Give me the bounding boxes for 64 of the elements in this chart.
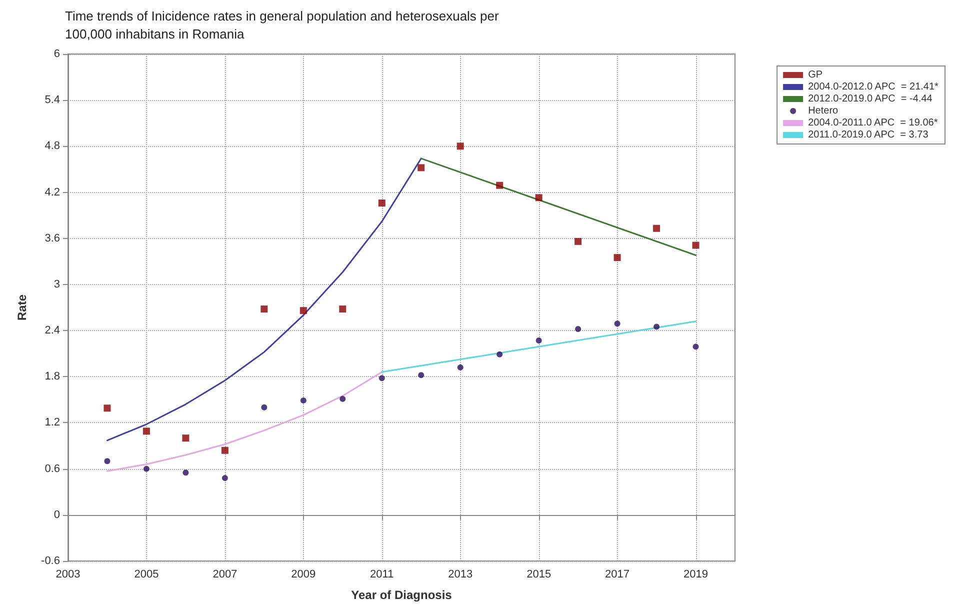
legend-label: 2012.0-2019.0 APC = -4.44 — [808, 94, 933, 104]
y-tick-label: 1.2 — [44, 416, 60, 429]
point — [418, 372, 424, 378]
point — [378, 375, 385, 382]
legend-label: GP — [808, 70, 823, 80]
point — [575, 326, 582, 332]
x-tick-label: 2015 — [526, 568, 552, 580]
x-tick-label: 2007 — [212, 568, 238, 580]
point — [654, 324, 660, 330]
point — [457, 364, 464, 370]
y-tick-label: 1.8 — [44, 370, 60, 383]
point — [418, 164, 425, 172]
y-tick-label: 3 — [54, 278, 60, 290]
y-tick-label: 0.6 — [44, 462, 60, 475]
point — [692, 344, 699, 350]
x-tick-label: 2013 — [448, 568, 473, 580]
point — [653, 224, 660, 232]
legend-label: 2011.0-2019.0 APC = 3.73 — [808, 130, 929, 140]
legend-label: 2004.0-2012.0 APC = 21.41* — [808, 82, 939, 92]
y-tick-label: 4.8 — [44, 140, 60, 152]
x-tick-label: 2011 — [370, 568, 394, 580]
point — [142, 428, 150, 435]
point — [496, 182, 504, 189]
chart-title: Time trends of Inicidence rates in general population and heterosexuals per 100,000 inhabitans in Romania — [65, 8, 502, 42]
y-tick-label: 5.4 — [44, 94, 60, 106]
point — [339, 306, 346, 313]
y-tick-label: 2.4 — [44, 324, 60, 337]
x-axis-title: Year of Diagnosis — [351, 588, 452, 602]
point — [221, 446, 228, 454]
point — [300, 307, 307, 314]
x-tick-label: 2003 — [56, 568, 80, 580]
y-tick-label: 4.2 — [44, 186, 60, 198]
point — [143, 466, 150, 472]
x-tick-label: 2009 — [291, 568, 316, 580]
point — [536, 338, 542, 344]
point — [456, 142, 464, 150]
legend-label: 2004.0-2011.0 APC = 19.06* — [808, 118, 938, 128]
point — [692, 242, 700, 249]
point — [535, 194, 542, 202]
y-tick-label: -0.6 — [41, 555, 60, 567]
y-axis-title: Rate — [15, 294, 29, 321]
point — [300, 397, 306, 404]
point — [261, 404, 268, 410]
point — [182, 470, 189, 476]
point — [614, 254, 621, 262]
x-tick-label: 2005 — [134, 568, 159, 580]
point — [378, 200, 386, 207]
point — [574, 238, 582, 245]
y-tick-label: 3.6 — [44, 232, 60, 244]
x-tick-label: 2017 — [605, 568, 630, 580]
line-series — [106, 371, 383, 472]
point — [222, 475, 228, 482]
point — [104, 458, 110, 464]
point — [104, 404, 111, 412]
point — [340, 396, 346, 402]
point — [182, 434, 190, 442]
point — [260, 306, 268, 313]
line-series — [106, 158, 422, 442]
y-tick-label: 0 — [54, 508, 60, 521]
point — [496, 351, 503, 358]
legend-label: Hetero — [808, 106, 839, 116]
y-tick-label: 6 — [54, 48, 60, 60]
point — [614, 320, 620, 327]
x-tick-label: 2019 — [684, 568, 708, 580]
